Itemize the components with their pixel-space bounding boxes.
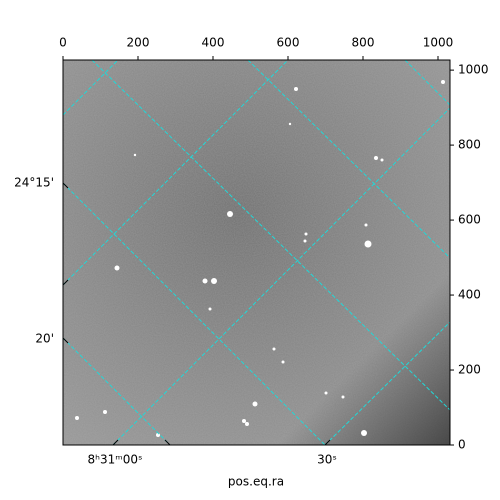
x-tick-label: 400 [202,36,225,50]
dec-tick-label: 20' [35,332,54,346]
dec-tick-label: 24°15' [14,176,54,190]
stars [75,80,445,437]
y-tick-label: 800 [458,138,481,152]
sky-image [63,60,450,445]
x-axis-label: pos.eq.ra [228,475,284,489]
x-tick-label: 600 [277,36,300,50]
x-tick-label: 1000 [423,36,454,50]
y-tick-label: 1000 [458,63,489,77]
world-ticks [62,182,331,446]
coordinate-grid [63,60,450,445]
y-tick-label: 600 [458,213,481,227]
x-tick-label: 0 [59,36,67,50]
y-tick-label: 200 [458,363,481,377]
ra-tick-label: 8ʰ31ᵐ00ˢ [88,453,143,467]
y-tick-label: 0 [458,438,466,452]
x-tick-label: 800 [352,36,375,50]
frame [62,59,451,446]
y-tick-label: 400 [458,288,481,302]
ra-tick-label: 30ˢ [317,453,337,467]
x-tick-label: 200 [127,36,150,50]
